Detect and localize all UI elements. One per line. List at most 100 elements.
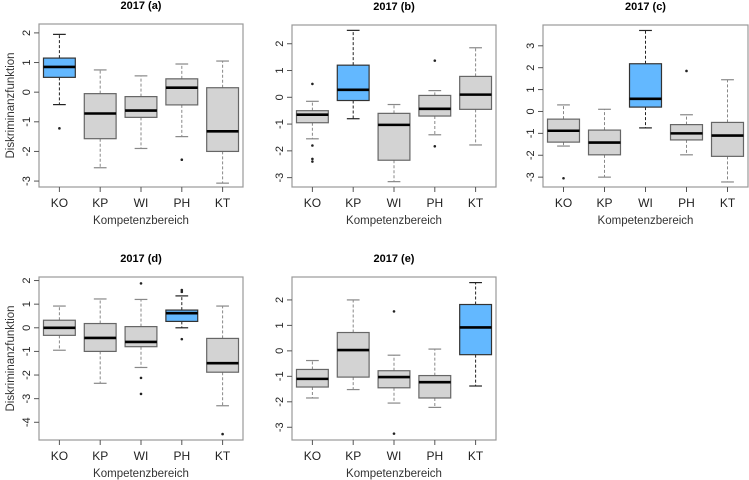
y-tick-label: -1 bbox=[21, 347, 33, 357]
box-iqr bbox=[165, 78, 199, 106]
y-tick-label: -3 bbox=[525, 172, 537, 182]
x-tick-label: KO bbox=[51, 196, 68, 210]
y-tick-label: 1 bbox=[525, 87, 537, 93]
y-tick-label: -1 bbox=[274, 119, 286, 129]
y-tick-label: -2 bbox=[525, 150, 537, 160]
box-kt bbox=[206, 60, 240, 184]
box-iqr bbox=[418, 94, 452, 117]
box-iqr bbox=[124, 96, 158, 118]
box-kt bbox=[206, 305, 240, 436]
box-ko bbox=[546, 104, 581, 180]
outlier-point bbox=[392, 432, 396, 435]
box-kt bbox=[459, 282, 493, 387]
box-iqr bbox=[459, 303, 493, 356]
y-tick-label: -3 bbox=[21, 176, 33, 186]
x-tick-label: WI bbox=[387, 449, 402, 463]
y-tick-label: 2 bbox=[21, 277, 33, 283]
y-tick-label: -2 bbox=[274, 146, 286, 156]
chart-title: 2017 (e) bbox=[374, 253, 415, 265]
outlier-point bbox=[180, 290, 184, 294]
outlier-point bbox=[58, 127, 61, 130]
x-tick-label: WI bbox=[134, 196, 149, 210]
y-tick-label: 2 bbox=[525, 65, 537, 71]
y-axis-label: Diskriminanzfunktion bbox=[5, 52, 17, 158]
x-tick-label: PH bbox=[426, 196, 443, 210]
box-wi bbox=[377, 310, 411, 435]
y-tick-label: 1 bbox=[21, 59, 33, 65]
box-wi bbox=[124, 75, 158, 150]
box-kp bbox=[336, 299, 370, 391]
chart-title: 2017 (b) bbox=[373, 1, 415, 13]
x-tick-label: KT bbox=[215, 196, 231, 210]
panel-e: 2017 (e) -3 -2 -1 0 1 2 KO KP WI PH KT Kompetenzbere… bbox=[274, 253, 497, 480]
x-tick-label: PH bbox=[173, 449, 190, 463]
x-tick-label: KO bbox=[304, 449, 321, 463]
outlier-point bbox=[221, 432, 224, 436]
outlier-point bbox=[180, 288, 184, 292]
y-tick-label: 0 bbox=[274, 348, 286, 354]
outlier-point bbox=[562, 176, 565, 180]
panel-c: 2017 (c) -3 -2 -1 0 1 2 3 KO KP WI PH KT Kompetenzber… bbox=[525, 1, 749, 227]
box-ph bbox=[165, 288, 199, 341]
x-tick-label: KT bbox=[720, 196, 736, 210]
outlier-point bbox=[311, 82, 314, 86]
x-tick-label: KT bbox=[215, 449, 231, 463]
x-tick-label: KP bbox=[345, 449, 361, 463]
y-tick-label: 2 bbox=[21, 30, 33, 36]
box-iqr bbox=[628, 63, 663, 108]
panel-b: 2017 (b) -3 -2 -1 0 1 2 KO KP WI PH KT Kompetenzbere… bbox=[274, 1, 497, 227]
panel-d: 2017 (d) -4 -3 -2 -1 0 1 2 Diskriminanzfunktion K… bbox=[5, 253, 244, 480]
box-ko bbox=[295, 359, 329, 399]
box-iqr bbox=[165, 309, 199, 323]
box-iqr bbox=[295, 110, 329, 124]
y-tick-label: 2 bbox=[274, 297, 286, 303]
x-tick-label: KO bbox=[555, 196, 572, 210]
x-tick-label: KO bbox=[304, 196, 321, 210]
y-tick-label: -3 bbox=[21, 394, 33, 404]
y-tick-label: 1 bbox=[274, 67, 286, 73]
box-ph bbox=[418, 348, 452, 408]
y-tick-label: -1 bbox=[525, 128, 537, 138]
y-tick-label: -1 bbox=[274, 371, 286, 381]
box-wi bbox=[377, 103, 411, 183]
box-ph bbox=[418, 59, 452, 148]
x-axis-label: Kompetenzbereich bbox=[598, 215, 694, 227]
outlier-point bbox=[433, 144, 437, 148]
y-tick-label: -1 bbox=[21, 117, 33, 127]
y-tick-label: 1 bbox=[274, 322, 286, 328]
x-axis-label: Kompetenzbereich bbox=[93, 468, 189, 480]
x-tick-label: KT bbox=[468, 449, 484, 463]
y-tick-label: 1 bbox=[21, 301, 33, 307]
box-wi bbox=[124, 282, 158, 396]
chart-title: 2017 (c) bbox=[625, 1, 666, 13]
x-tick-label: WI bbox=[134, 449, 149, 463]
outlier-point bbox=[311, 160, 314, 163]
box-iqr bbox=[206, 87, 240, 153]
box-iqr bbox=[336, 64, 370, 102]
x-tick-label: KT bbox=[468, 196, 484, 210]
outlier-point bbox=[139, 282, 143, 285]
box-iqr bbox=[206, 337, 240, 373]
x-tick-label: WI bbox=[638, 196, 653, 210]
box-kp bbox=[336, 29, 370, 120]
outlier-point bbox=[685, 69, 688, 73]
x-axis-label: Kompetenzbereich bbox=[346, 468, 442, 480]
x-tick-label: KO bbox=[51, 449, 68, 463]
y-tick-label: -2 bbox=[21, 147, 33, 157]
y-tick-label: 0 bbox=[21, 325, 33, 331]
box-ko bbox=[295, 82, 329, 163]
x-tick-label: PH bbox=[173, 196, 190, 210]
box-wi bbox=[628, 29, 663, 129]
y-axis-label: Diskriminanzfunktion bbox=[5, 305, 17, 411]
x-axis-label: Kompetenzbereich bbox=[346, 215, 442, 227]
box-kt bbox=[459, 47, 493, 146]
chart-title: 2017 (d) bbox=[120, 253, 162, 265]
outlier-point bbox=[311, 157, 314, 161]
x-tick-label: KP bbox=[92, 196, 108, 210]
y-tick-label: 2 bbox=[274, 41, 286, 47]
box-ph bbox=[165, 63, 199, 162]
box-kp bbox=[83, 69, 117, 169]
box-iqr bbox=[336, 331, 370, 378]
box-ko bbox=[42, 33, 76, 130]
